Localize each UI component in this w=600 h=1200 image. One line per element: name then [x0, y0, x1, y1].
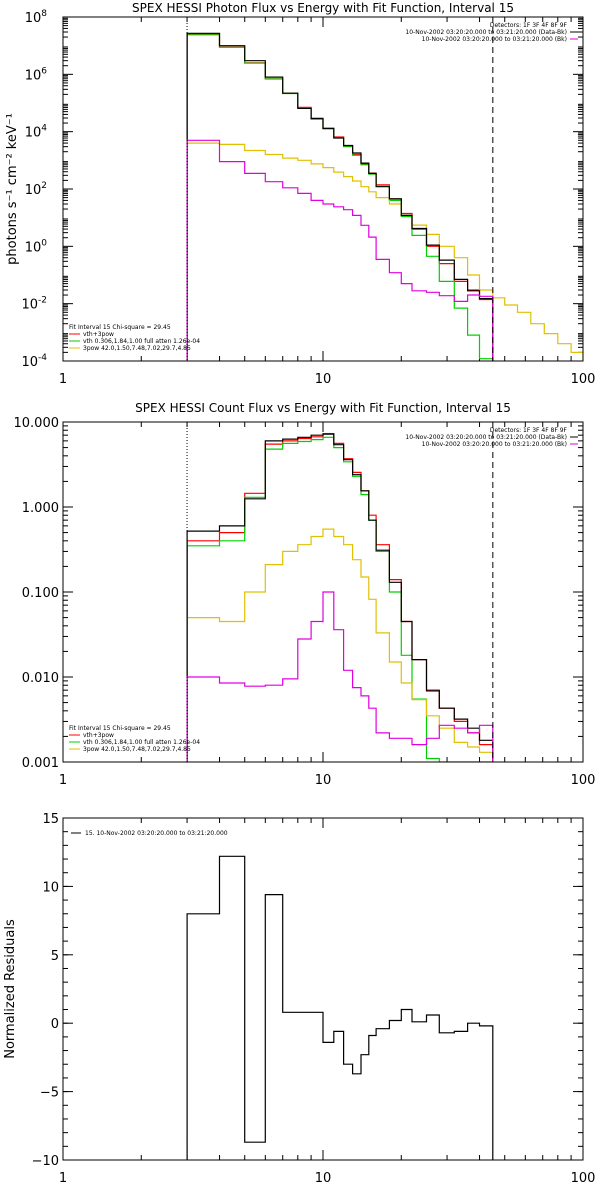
- series-vth-3pow: [186, 33, 494, 361]
- y-axis-label: Normalized Residuals: [3, 919, 18, 1059]
- panel-1: SPEX HESSI Photon Flux vs Energy with Fi…: [5, 1, 595, 387]
- y-tick-label: 102: [25, 181, 47, 198]
- y-axis-label: photons s⁻¹ cm⁻² keV⁻¹: [5, 113, 20, 265]
- x-tick-label: 10: [315, 372, 332, 387]
- y-tick-label: 0.010: [22, 671, 59, 686]
- y-tick-label: 10: [42, 880, 59, 895]
- legend-right-entry: 10-Nov-2002 03:20:20.000 to 03:21:20.000…: [422, 441, 567, 448]
- legend-left-entry: Fit Interval 15 Chi-square = 29.45: [69, 725, 171, 732]
- legend-right-entry: 10-Nov-2002 03:20:20.000 to 03:21:20.000…: [405, 29, 567, 36]
- y-tick-label: 0: [51, 1017, 59, 1032]
- series-vth: [186, 34, 494, 361]
- series-3pow: [186, 142, 583, 361]
- y-tick-label: −5: [40, 1086, 59, 1101]
- plot-area: [186, 855, 494, 1160]
- series-3pow: [186, 528, 494, 762]
- series-data-bk: [186, 433, 494, 762]
- series-bk: [186, 591, 494, 762]
- series-15-10-nov-2002-03-20-20-000-to-03-21-20-000: [186, 855, 494, 1160]
- panel-2: SPEX HESSI Count Flux vs Energy with Fit…: [14, 401, 596, 788]
- legend-left-entry: vth 0.306,1.84,1.00 full atten 1.26e-04: [83, 739, 200, 746]
- x-tick-label: 10: [315, 1171, 332, 1186]
- y-tick-exponent: 0: [41, 238, 47, 248]
- y-tick-label: 10.000: [14, 416, 60, 431]
- x-tick-label: 1: [59, 372, 67, 387]
- legend-right-entry: Detectors: 1F 3F 4F 8F 9F: [490, 22, 568, 29]
- x-tick-label: 100: [571, 1171, 596, 1186]
- y-tick-exponent: -4: [38, 353, 47, 363]
- y-tick-exponent: -2: [38, 296, 47, 306]
- y-tick-exponent: 2: [41, 181, 47, 191]
- y-tick-exponent: 8: [41, 9, 47, 19]
- y-tick-label: 104: [25, 124, 48, 141]
- chart-title: SPEX HESSI Photon Flux vs Energy with Fi…: [132, 1, 514, 15]
- legend-left-entry: 3pow 42.0,1.50,7.48,7.02,29.7,4.85: [83, 345, 191, 352]
- y-tick-label: 15: [42, 812, 59, 827]
- series-data-bk: [186, 32, 494, 361]
- legend-right-entry: Detectors: 1F 3F 4F 8F 9F: [490, 427, 568, 434]
- legend-left-entry: Fit Interval 15 Chi-square = 29.45: [69, 324, 171, 331]
- x-tick-label: 1: [59, 773, 67, 788]
- y-tick-label: 100: [25, 238, 48, 255]
- y-tick-exponent: 4: [41, 124, 47, 134]
- y-tick-label: 10-4: [21, 353, 47, 370]
- y-tick-label: 106: [25, 66, 48, 83]
- y-tick-label: 108: [25, 9, 48, 26]
- legend-left-entry: 3pow 42.0,1.50,7.48,7.02,29.7,4.85: [83, 746, 191, 753]
- axes-frame: [62, 421, 584, 763]
- chart-title: SPEX HESSI Count Flux vs Energy with Fit…: [135, 401, 511, 415]
- x-tick-label: 10: [315, 773, 332, 788]
- legend-right-entry: 10-Nov-2002 03:20:20.000 to 03:21:20.000…: [405, 434, 567, 441]
- legend-left-entry: vth+3pow: [83, 331, 114, 338]
- plot-area: [186, 32, 583, 361]
- series-bk: [186, 139, 494, 361]
- y-tick-label: −10: [32, 1154, 59, 1169]
- x-tick-label: 100: [571, 372, 596, 387]
- axes-frame: [62, 817, 584, 1161]
- legend-left-entry: vth 0.306,1.84,1.00 full atten 1.26e-04: [83, 338, 200, 345]
- y-tick-label: 0.001: [22, 756, 59, 771]
- legend-left-entry: 15. 10-Nov-2002 03:20:20.000 to 03:21:20…: [85, 830, 228, 837]
- x-tick-label: 1: [59, 1171, 67, 1186]
- plot-area: [186, 433, 494, 762]
- y-tick-exponent: 6: [41, 66, 47, 76]
- x-tick-label: 100: [571, 773, 596, 788]
- y-tick-label: 5: [51, 949, 59, 964]
- y-tick-label: 1.000: [22, 501, 59, 516]
- legend-left-entry: vth+3pow: [83, 732, 114, 739]
- series-vth: [186, 436, 494, 762]
- y-tick-label: 0.100: [22, 586, 59, 601]
- panel-3: Normalized Residuals 1 10 100 −10 −5 0 5 10 15 15.…: [3, 812, 595, 1186]
- legend-right-entry: 10-Nov-2002 03:20:20.000 to 03:21:20.000…: [422, 36, 567, 43]
- y-tick-label: 10-2: [21, 296, 47, 313]
- series-vth-3pow: [186, 433, 494, 762]
- axes-frame: [62, 16, 584, 362]
